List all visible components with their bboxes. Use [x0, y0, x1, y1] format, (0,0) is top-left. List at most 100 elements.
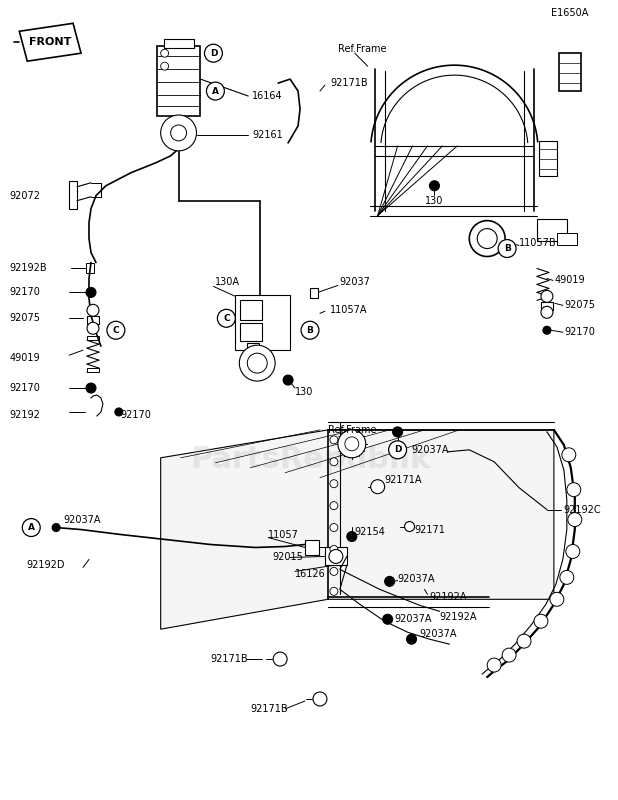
Circle shape — [405, 522, 415, 531]
Bar — [325, 547, 347, 566]
Polygon shape — [19, 23, 81, 61]
Text: 92171B: 92171B — [250, 704, 288, 714]
Bar — [305, 539, 319, 555]
Circle shape — [22, 518, 40, 537]
Circle shape — [206, 82, 224, 100]
Text: 11057A: 11057A — [330, 306, 368, 315]
Text: FRONT: FRONT — [29, 38, 71, 47]
Text: 92037A: 92037A — [63, 514, 101, 525]
Circle shape — [389, 441, 407, 458]
Circle shape — [550, 592, 564, 606]
Bar — [235, 295, 290, 350]
Text: A: A — [212, 86, 219, 95]
Text: 92037A: 92037A — [412, 445, 449, 455]
Circle shape — [498, 239, 516, 258]
Text: 92171A: 92171A — [384, 474, 422, 485]
Text: D: D — [210, 49, 217, 58]
Circle shape — [330, 587, 338, 595]
Text: D: D — [394, 446, 401, 454]
Circle shape — [218, 310, 235, 327]
Text: 16164: 16164 — [252, 91, 283, 101]
Bar — [87, 336, 99, 340]
Text: 92075: 92075 — [565, 300, 596, 310]
Text: 92192A: 92192A — [430, 592, 467, 602]
Text: 92192B: 92192B — [9, 263, 47, 274]
Circle shape — [502, 648, 516, 662]
Text: 16126: 16126 — [295, 570, 326, 579]
Text: 92170: 92170 — [121, 410, 152, 420]
Text: 92037A: 92037A — [420, 629, 457, 639]
Text: 92075: 92075 — [9, 314, 40, 323]
Bar — [541, 302, 553, 310]
Circle shape — [283, 375, 293, 385]
Text: 92192C: 92192C — [564, 505, 601, 514]
Text: 92037: 92037 — [340, 278, 371, 287]
Circle shape — [541, 306, 553, 318]
Circle shape — [338, 430, 366, 458]
Bar — [157, 46, 200, 116]
Circle shape — [541, 290, 553, 302]
Bar — [240, 323, 262, 342]
Polygon shape — [161, 430, 554, 630]
Circle shape — [313, 692, 327, 706]
Text: 92161: 92161 — [252, 130, 283, 140]
Circle shape — [330, 502, 338, 510]
Text: B: B — [307, 326, 313, 334]
Circle shape — [392, 427, 402, 437]
Text: 92154: 92154 — [355, 526, 386, 537]
Bar — [164, 39, 193, 48]
Circle shape — [87, 304, 99, 316]
Text: A: A — [28, 523, 35, 532]
Circle shape — [345, 437, 359, 451]
Text: 92192A: 92192A — [439, 612, 477, 622]
Circle shape — [273, 652, 287, 666]
Text: 92170: 92170 — [9, 383, 40, 393]
Bar — [537, 218, 567, 241]
Circle shape — [430, 181, 439, 190]
Circle shape — [171, 125, 187, 141]
Circle shape — [330, 523, 338, 531]
Circle shape — [107, 322, 125, 339]
Circle shape — [161, 62, 169, 70]
Circle shape — [330, 480, 338, 488]
Bar — [247, 343, 259, 355]
Circle shape — [347, 531, 357, 542]
Text: 92015: 92015 — [272, 553, 303, 562]
Text: PartsRepublik: PartsRepublik — [190, 446, 430, 474]
Circle shape — [384, 576, 395, 586]
Circle shape — [161, 115, 197, 151]
Circle shape — [487, 658, 501, 672]
Circle shape — [568, 513, 582, 526]
Circle shape — [330, 546, 338, 554]
Circle shape — [52, 523, 60, 531]
Text: 92171B: 92171B — [211, 654, 248, 664]
Text: 92192: 92192 — [9, 410, 40, 420]
Circle shape — [330, 436, 338, 444]
Text: 92072: 92072 — [9, 190, 40, 201]
Text: 11057: 11057 — [268, 530, 299, 539]
Bar — [240, 300, 262, 320]
Bar — [559, 54, 581, 91]
Text: 92171: 92171 — [415, 525, 446, 534]
Text: 92171B: 92171B — [330, 78, 368, 88]
Text: 92170: 92170 — [9, 287, 40, 298]
Circle shape — [562, 448, 576, 462]
Bar — [539, 141, 557, 176]
Circle shape — [371, 480, 384, 494]
Text: 130A: 130A — [216, 278, 240, 287]
Text: 92170: 92170 — [565, 327, 596, 338]
Text: 92192D: 92192D — [27, 561, 65, 570]
Circle shape — [301, 322, 319, 339]
Text: 130: 130 — [295, 387, 313, 397]
Circle shape — [161, 50, 169, 57]
Circle shape — [247, 353, 267, 373]
Circle shape — [534, 614, 548, 628]
Circle shape — [239, 345, 275, 381]
Bar — [69, 181, 77, 209]
Text: 92037A: 92037A — [395, 614, 432, 624]
Circle shape — [543, 326, 551, 334]
Circle shape — [205, 44, 222, 62]
Text: C: C — [223, 314, 230, 322]
Circle shape — [115, 408, 123, 416]
Bar — [310, 288, 318, 298]
